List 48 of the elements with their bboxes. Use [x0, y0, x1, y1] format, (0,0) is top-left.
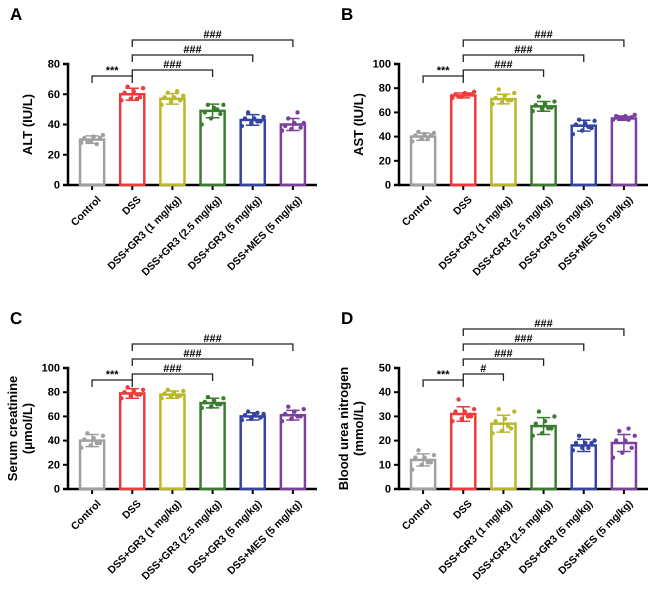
- y-tick-label: 50: [378, 362, 391, 375]
- y-tick-label: 80: [378, 82, 391, 95]
- y-axis-title: ALT (IU/L): [20, 94, 35, 156]
- y-tick-label: 0: [54, 484, 60, 496]
- text: ###: [494, 348, 513, 360]
- annotation: ***: [436, 65, 450, 77]
- y-tick-label: 40: [48, 119, 60, 132]
- y-tick-label: 80: [48, 386, 60, 399]
- text: ###: [203, 333, 222, 345]
- annotation: #: [480, 363, 486, 375]
- y-tick-label: 60: [48, 410, 60, 423]
- annotation: ***: [106, 369, 120, 381]
- annotation: ***: [106, 65, 120, 77]
- annotation: ###: [494, 59, 513, 71]
- y-tick-label: 20: [378, 155, 391, 168]
- y-tick-label: 60: [378, 106, 391, 119]
- y-tick-label: 20: [48, 459, 60, 472]
- chart-title: A: [10, 5, 22, 24]
- y-tick-label: 10: [378, 459, 391, 472]
- chart-title: D: [341, 309, 354, 328]
- text: ###: [534, 318, 553, 330]
- y-tick-label: 40: [48, 435, 60, 448]
- y-tick-label: 20: [48, 149, 60, 162]
- y-tick-label: 0: [384, 484, 391, 496]
- text: ###: [514, 44, 533, 56]
- text: ###: [183, 44, 202, 56]
- y-axis-title: AST (IU/L): [351, 93, 366, 156]
- chart-title: B: [341, 5, 354, 24]
- annotation: ###: [163, 59, 182, 71]
- annotation: ###: [163, 363, 182, 375]
- text: ###: [183, 348, 202, 360]
- y-tick-label: 0: [384, 180, 391, 192]
- text: ###: [203, 29, 222, 41]
- y-tick-label: 100: [42, 362, 60, 375]
- chart-title: C: [10, 309, 22, 328]
- y-axis-title: Blood urea nitrogen (mmol/L): [336, 366, 366, 490]
- y-axis-title: Serum creatinine (μmol/L): [5, 376, 35, 482]
- annotation: ***: [436, 369, 450, 381]
- y-tick-label: 80: [48, 58, 60, 71]
- y-tick-label: 40: [378, 386, 391, 399]
- text: ###: [514, 333, 533, 345]
- text: ###: [534, 29, 553, 41]
- y-tick-label: 60: [48, 88, 60, 101]
- y-tick-label: 20: [378, 435, 391, 448]
- y-tick-label: 0: [54, 180, 60, 192]
- y-tick-label: 30: [378, 410, 391, 423]
- y-tick-label: 40: [378, 131, 391, 144]
- y-tick-label: 100: [372, 58, 391, 71]
